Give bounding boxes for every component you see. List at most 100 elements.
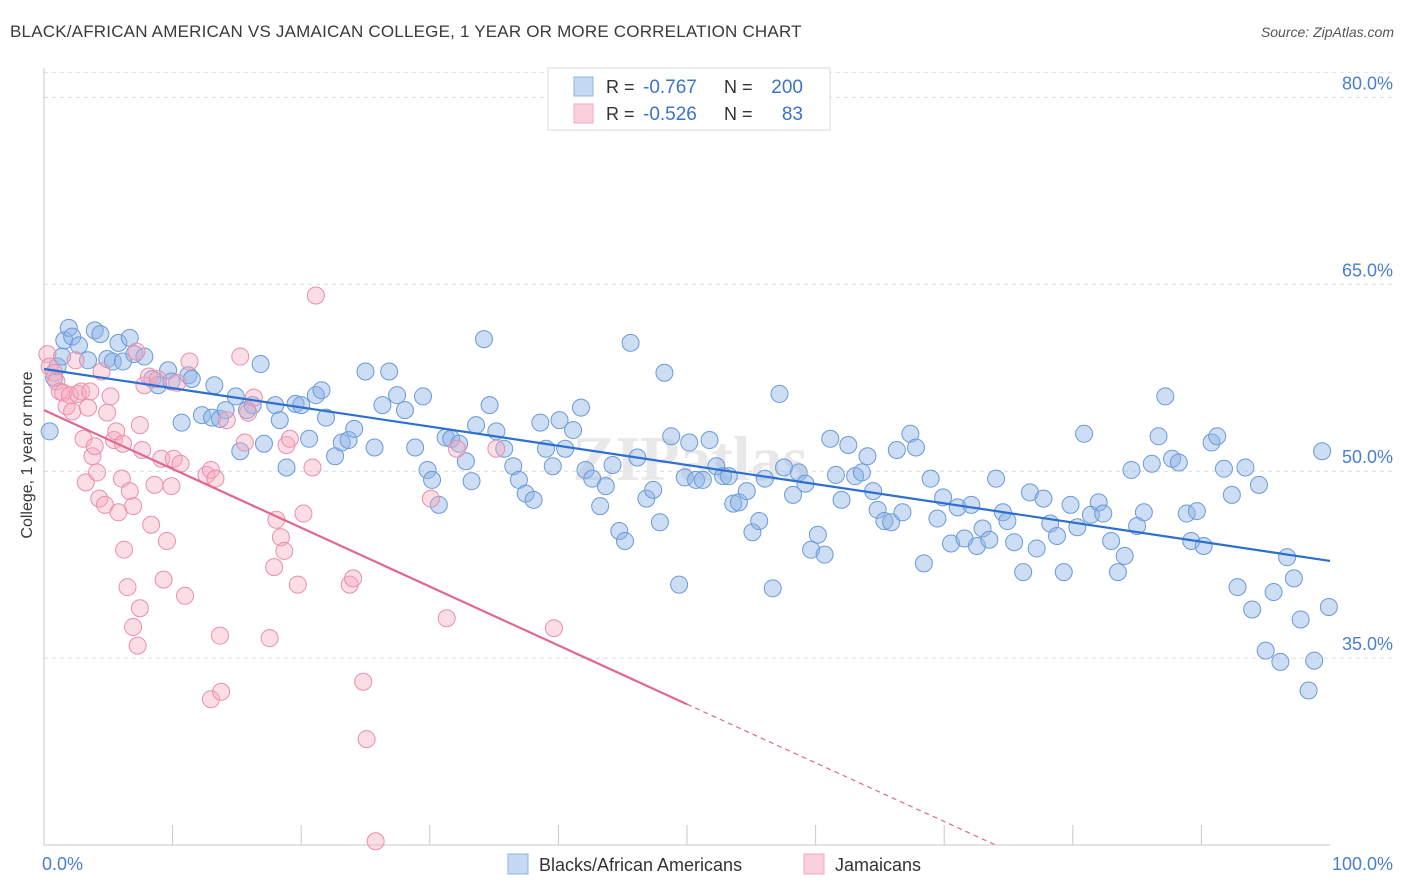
data-point-blacks [550,411,569,430]
data-point-blacks [906,438,925,457]
data-point-blacks [941,534,960,553]
data-point-blacks [591,497,610,516]
data-point-blacks [373,396,392,415]
data-point-blacks [998,512,1017,531]
data-point-blacks [644,480,663,499]
data-point-blacks [858,447,877,466]
y-tick-label: 65.0% [1342,260,1393,280]
data-point-blacks [456,452,475,471]
data-point-jamaicans [98,403,117,422]
data-point-blacks [388,386,407,405]
x-tick-label: 0.0% [42,854,83,874]
data-point-blacks [887,441,906,460]
data-point-jamaicans [118,578,137,597]
source-label: Source: ZipAtlas.com [1260,24,1394,40]
data-point-jamaicans [63,402,82,421]
data-point-blacks [1264,583,1283,602]
data-point-jamaicans [271,528,290,547]
data-point-blacks [1094,504,1113,523]
data-point-blacks [603,455,622,474]
data-point-jamaicans [354,672,373,691]
data-point-blacks [524,490,543,509]
data-point-jamaicans [344,569,363,588]
data-point-blacks [1048,526,1067,545]
data-point-jamaicans [115,540,134,559]
data-point-jamaicans [162,477,181,496]
data-point-blacks [1222,485,1241,504]
data-point-blacks [914,554,933,573]
data-point-jamaicans [47,372,66,391]
data-point-blacks [621,333,640,352]
data-point-blacks [875,512,894,531]
data-point-blacks [1214,459,1233,478]
data-point-blacks [1187,502,1206,521]
data-point-jamaicans [280,429,299,448]
data-point-blacks [414,387,433,406]
data-point-jamaicans [294,504,313,523]
data-point-jamaicans [217,411,236,430]
bottom-legend-swatch-pink [803,853,825,875]
data-point-blacks [40,422,59,441]
data-point-blacks [743,523,762,542]
data-point-blacks [775,458,794,477]
data-point-blacks [1075,424,1094,443]
data-point-jamaicans [85,437,104,456]
data-point-jamaicans [128,636,147,655]
data-point-blacks [1249,475,1268,494]
data-point-blacks [216,401,235,420]
data-point-blacks [755,469,774,488]
data-point-blacks [91,325,110,344]
data-point-jamaicans [437,609,456,628]
data-point-blacks [103,352,122,371]
data-point-blacks [317,408,336,427]
data-point-blacks [467,416,486,435]
data-point-jamaicans [288,575,307,594]
data-point-jamaicans [260,629,279,648]
data-point-blacks [693,470,712,489]
data-point-blacks [826,465,845,484]
data-point-blacks [1089,493,1108,512]
data-point-jamaicans [421,489,440,508]
data-point-jamaicans [101,387,120,406]
svg-text:R =: R = [606,77,635,97]
data-point-jamaicans [239,403,258,422]
data-point-blacks [531,413,550,432]
data-point-blacks [113,352,132,371]
data-point-blacks [231,442,250,461]
data-point-jamaicans [180,352,199,371]
data-point-blacks [210,409,229,428]
data-point-jamaicans [366,832,385,851]
y-tick-labels: 80.0% 65.0% 50.0% 35.0% [1342,73,1393,654]
data-point-jamaicans [244,388,263,407]
data-point-blacks [1228,578,1247,597]
data-point-blacks [1278,548,1297,567]
data-point-blacks [808,525,827,544]
data-point-blacks [1034,489,1053,508]
data-point-blacks [69,336,88,355]
data-point-jamaicans [210,626,229,645]
data-point-blacks [205,376,224,395]
data-point-jamaicans [201,460,220,479]
data-point-blacks [462,472,481,491]
bottom-legend: Blacks/African Americans Jamaicans [507,853,921,875]
data-point-jamaicans [303,458,322,477]
data-point-jamaicans [124,497,143,516]
data-point-blacks [839,436,858,455]
data-point-jamaicans [157,531,176,550]
bottom-legend-label-jamaicans: Jamaicans [835,855,921,875]
data-point-jamaicans [235,433,254,452]
data-point-blacks [78,351,97,370]
data-point-blacks [1027,539,1046,558]
data-point-blacks [987,469,1006,488]
y-tick-label: 50.0% [1342,447,1393,467]
data-point-blacks [1313,442,1332,461]
data-point-blacks [815,545,834,564]
data-point-blacks [162,372,181,391]
data-point-jamaicans [231,347,250,366]
bottom-legend-label-blacks: Blacks/African Americans [539,855,742,875]
data-point-blacks [700,431,719,450]
svg-text:83: 83 [782,104,803,125]
data-point-blacks [292,396,311,415]
data-point-blacks [1005,533,1024,552]
data-point-blacks [1054,563,1073,582]
